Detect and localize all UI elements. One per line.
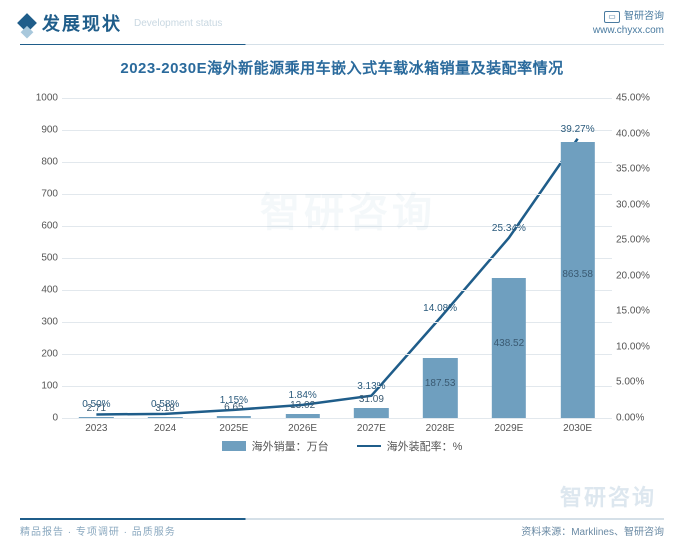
x-tick: 2026E <box>288 423 317 434</box>
line-value-label: 1.15% <box>220 395 248 406</box>
y-right-tick: 0.00% <box>616 413 664 424</box>
bar <box>354 408 388 418</box>
brand-url: www.chyxx.com <box>593 24 664 38</box>
gridline <box>62 290 612 291</box>
y-right-tick: 40.00% <box>616 128 664 139</box>
header-left: 发展现状 Development status <box>20 10 222 36</box>
chart-title: 2023-2030E海外新能源乘用车嵌入式车载冰箱销量及装配率情况 <box>0 51 684 88</box>
y-right-tick: 35.00% <box>616 164 664 175</box>
logo-icon: ▭ <box>604 11 620 23</box>
gridline <box>62 130 612 131</box>
y-left-tick: 200 <box>20 349 58 360</box>
brand-text: 智研咨询 <box>624 10 664 24</box>
footer: 精品报告 · 专项调研 · 品质服务 资料来源：Marklines、智研咨询 <box>0 519 684 544</box>
legend-bar-swatch <box>222 441 246 451</box>
gridline <box>62 226 612 227</box>
footer-left: 精品报告 · 专项调研 · 品质服务 <box>20 523 176 538</box>
line-value-label: 39.27% <box>561 124 595 135</box>
line-value-label: 1.84% <box>288 390 316 401</box>
y-right-tick: 15.00% <box>616 306 664 317</box>
legend-line-swatch <box>357 445 381 447</box>
bar-value-label: 31.09 <box>359 394 384 405</box>
header-title-en: Development status <box>134 18 222 29</box>
y-left-tick: 0 <box>20 413 58 424</box>
header-divider <box>20 44 664 45</box>
bar-value-label: 13.02 <box>290 400 315 411</box>
y-right-tick: 30.00% <box>616 199 664 210</box>
y-right-tick: 10.00% <box>616 341 664 352</box>
diamond-icon <box>17 13 37 33</box>
header: 发展现状 Development status ▭ 智研咨询 www.chyxx… <box>0 0 684 42</box>
line-value-label: 14.08% <box>423 303 457 314</box>
gridline <box>62 162 612 163</box>
bar-value-label: 438.52 <box>494 338 525 349</box>
x-tick: 2028E <box>426 423 455 434</box>
legend-line-label: 海外装配率：% <box>387 438 463 454</box>
gridline <box>62 354 612 355</box>
x-tick: 2029E <box>494 423 523 434</box>
y-left-tick: 600 <box>20 221 58 232</box>
y-left-tick: 100 <box>20 381 58 392</box>
y-right-tick: 45.00% <box>616 93 664 104</box>
bar-value-label: 187.53 <box>425 378 456 389</box>
x-tick: 2030E <box>563 423 592 434</box>
header-right: ▭ 智研咨询 www.chyxx.com <box>593 10 664 38</box>
footer-right: 资料来源：Marklines、智研咨询 <box>521 523 664 538</box>
bar <box>285 414 319 418</box>
x-tick: 2027E <box>357 423 386 434</box>
y-left-tick: 500 <box>20 253 58 264</box>
line-value-label: 25.34% <box>492 223 526 234</box>
y-left-tick: 400 <box>20 285 58 296</box>
legend-bar-label: 海外销量：万台 <box>252 438 329 454</box>
y-left-tick: 900 <box>20 125 58 136</box>
y-right-tick: 25.00% <box>616 235 664 246</box>
gridline <box>62 258 612 259</box>
header-title-cn: 发展现状 <box>42 10 122 36</box>
x-tick: 2025E <box>219 423 248 434</box>
x-tick: 2024 <box>154 423 176 434</box>
legend-bar: 海外销量：万台 <box>222 438 329 454</box>
bar <box>217 416 251 418</box>
watermark-corner: 智研咨询 <box>560 480 656 512</box>
y-left-tick: 800 <box>20 157 58 168</box>
chart-area: 2.713.186.6513.0231.09187.53438.52863.58… <box>20 88 664 468</box>
gridline <box>62 98 612 99</box>
legend: 海外销量：万台 海外装配率：% <box>20 438 664 454</box>
line-value-label: 3.13% <box>357 381 385 392</box>
plot: 2.713.186.6513.0231.09187.53438.52863.58… <box>62 98 612 418</box>
line-value-label: 0.50% <box>82 399 110 410</box>
legend-line: 海外装配率：% <box>357 438 463 454</box>
bar-value-label: 863.58 <box>562 269 593 280</box>
line-value-label: 0.58% <box>151 399 179 410</box>
y-left-tick: 1000 <box>20 93 58 104</box>
y-right-tick: 20.00% <box>616 270 664 281</box>
gridline <box>62 322 612 323</box>
gridline <box>62 194 612 195</box>
gridline <box>62 386 612 387</box>
bar <box>148 417 182 418</box>
y-left-tick: 300 <box>20 317 58 328</box>
gridline <box>62 418 612 419</box>
y-left-tick: 700 <box>20 189 58 200</box>
x-tick: 2023 <box>85 423 107 434</box>
y-right-tick: 5.00% <box>616 377 664 388</box>
bar <box>79 417 113 418</box>
